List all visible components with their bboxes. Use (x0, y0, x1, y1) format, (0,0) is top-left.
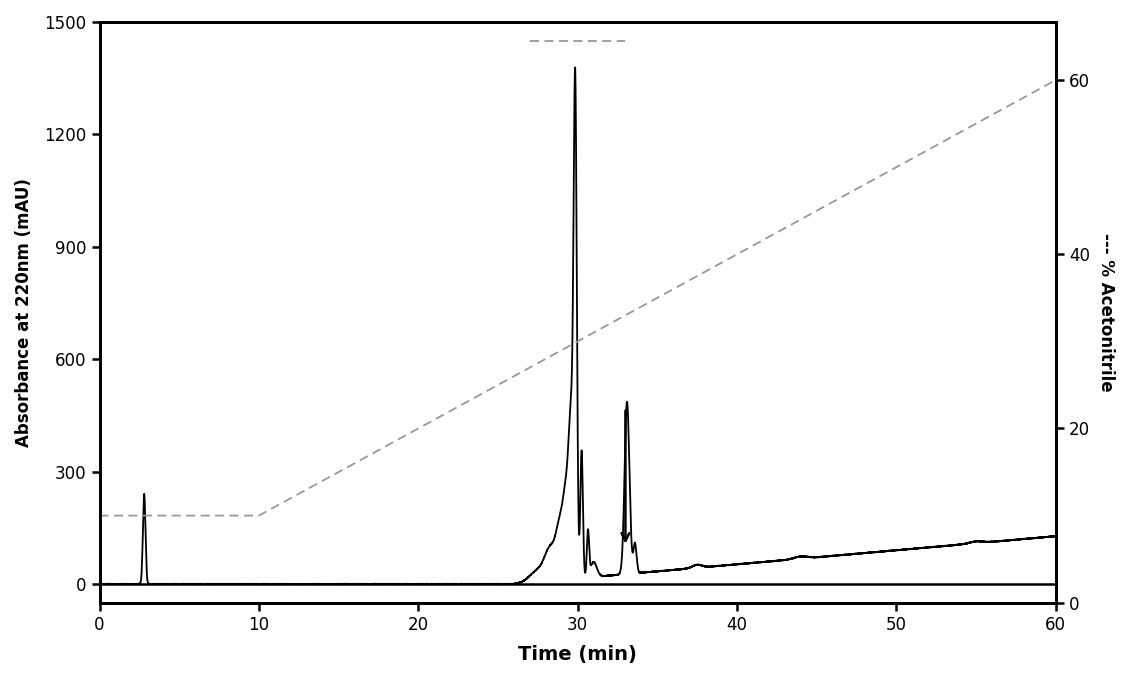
Y-axis label: Absorbance at 220nm (mAU): Absorbance at 220nm (mAU) (15, 178, 33, 447)
X-axis label: Time (min): Time (min) (519, 645, 637, 664)
Y-axis label: --- % Acetonitrile: --- % Acetonitrile (1097, 233, 1115, 392)
